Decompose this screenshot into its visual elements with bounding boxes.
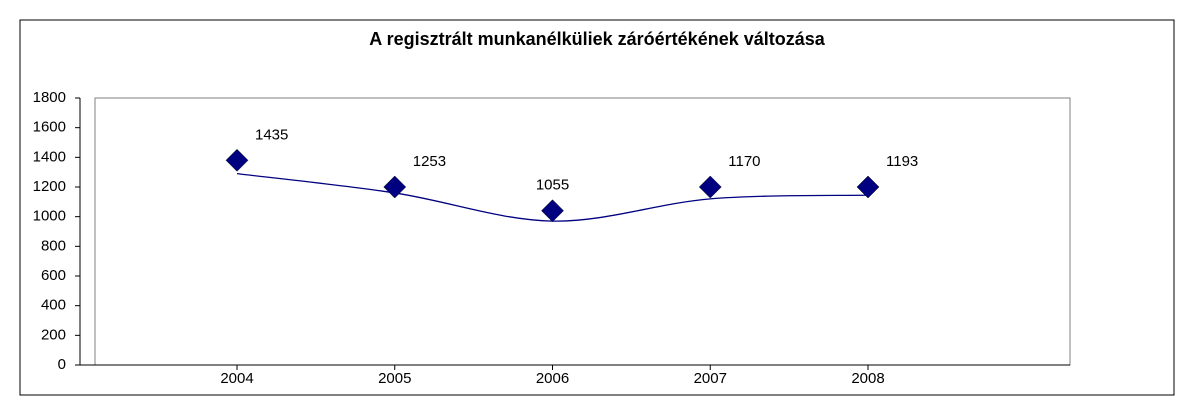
x-tick-label: 2006 xyxy=(536,370,569,387)
data-label: 1435 xyxy=(255,126,288,143)
y-tick-label: 1200 xyxy=(33,178,66,195)
y-tick-label: 200 xyxy=(41,326,66,343)
data-label: 1170 xyxy=(728,153,760,170)
x-tick-label: 2008 xyxy=(851,370,884,387)
y-tick-label: 600 xyxy=(41,267,66,284)
data-label: 1193 xyxy=(886,153,918,170)
y-tick-label: 800 xyxy=(41,237,66,254)
marker xyxy=(698,175,722,199)
data-label: 1055 xyxy=(536,177,569,194)
y-tick-label: 1000 xyxy=(33,208,66,225)
y-tick-label: 1400 xyxy=(33,148,66,165)
marker xyxy=(856,175,880,199)
plot-area xyxy=(94,97,1071,366)
chart-title: A regisztrált munkanélküliek záróértékén… xyxy=(369,29,826,49)
x-tick-label: 2005 xyxy=(378,370,411,387)
x-tick-label: 2004 xyxy=(220,370,253,387)
y-tick-label: 0 xyxy=(58,356,66,373)
marker xyxy=(225,148,249,172)
y-tick-label: 400 xyxy=(41,297,66,314)
x-tick-label: 2007 xyxy=(694,370,727,387)
trend-line xyxy=(236,173,869,222)
y-tick-label: 1800 xyxy=(33,89,66,106)
y-tick-label: 1600 xyxy=(33,119,66,136)
data-label: 1253 xyxy=(413,153,446,170)
